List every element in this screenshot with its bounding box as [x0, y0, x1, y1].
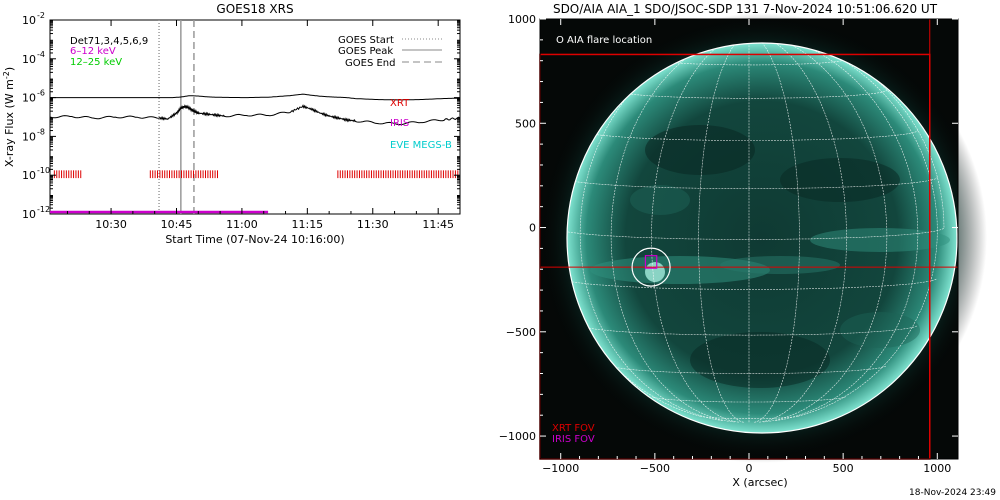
- label-iris: IRIS: [390, 118, 409, 129]
- y-tick-exponent: -6: [37, 89, 45, 98]
- x-tick-label: 11:15: [291, 218, 323, 231]
- aia-x-axis-label: X (arcsec): [732, 476, 787, 489]
- xrt-coverage-ticks: [337, 170, 459, 179]
- label-eve-megs-b: EVE MEGS-B: [390, 140, 452, 151]
- y-tick-label: 10: [22, 53, 36, 66]
- x-tick-label: 11:00: [226, 218, 258, 231]
- latitude-line: [567, 278, 938, 290]
- y-tick-label: 10: [22, 130, 36, 143]
- goes-x-axis-label: Start Time (07-Nov-24 10:16:00): [165, 233, 344, 246]
- aia-image-panel: SDO/AIA AIA_1 SDO/JSOC-SDP 131 7-Nov-202…: [499, 2, 987, 489]
- goes-chart-title: GOES18 XRS: [216, 2, 293, 16]
- longitude-line: [748, 43, 888, 423]
- aia-flare-location-legend: O AIA flare location: [556, 35, 652, 46]
- y-tick-exponent: -10: [37, 166, 50, 175]
- legend-6-12kev: 6–12 keV: [70, 46, 116, 57]
- goes-flux-short: [50, 104, 460, 126]
- longitude-line: [698, 43, 750, 423]
- y-tick-label: 10: [22, 169, 36, 182]
- aia-x-tick-label: −500: [640, 462, 670, 475]
- xrt-coverage-ticks: [53, 170, 82, 179]
- aia-y-tick-label: 0: [529, 222, 536, 235]
- xrt-coverage-ticks: [149, 170, 218, 179]
- x-tick-label: 11:45: [422, 218, 454, 231]
- goes-y-axis-label: X-ray Flux (W m-2): [2, 67, 16, 167]
- longitude-line: [748, 43, 800, 423]
- legend-goes-peak: GOES Peak: [338, 46, 393, 57]
- aia-y-tick-label: 1000: [508, 13, 536, 26]
- x-tick-label: 11:30: [357, 218, 389, 231]
- x-tick-label: 10:30: [95, 218, 127, 231]
- longitude-line: [567, 43, 750, 417]
- y-tick-exponent: -2: [37, 11, 45, 20]
- flare-location-circle: [631, 247, 671, 287]
- iris-fov-box: [644, 255, 658, 269]
- legend-detectors: Det71,3,4,5,6,9: [70, 36, 148, 47]
- legend-goes-end: GOES End: [345, 58, 395, 69]
- aia-y-tick-label: −1000: [499, 430, 536, 443]
- aia-x-tick-label: −1000: [542, 462, 579, 475]
- x-tick-label: 10:45: [161, 218, 193, 231]
- heliographic-grid: [567, 43, 945, 423]
- sun-limb: [566, 42, 958, 434]
- y-tick-label: 10: [22, 14, 36, 27]
- xrt-fov-label: XRT FOV: [552, 423, 595, 434]
- iris-fov-label: IRIS FOV: [552, 434, 595, 445]
- aia-y-tick-label: −500: [506, 326, 536, 339]
- aia-y-tick-label: 500: [515, 117, 536, 130]
- aia-chart-title: SDO/AIA AIA_1 SDO/JSOC-SDP 131 7-Nov-202…: [553, 2, 938, 16]
- longitude-line: [748, 43, 847, 423]
- goes-flux-long: [50, 93, 460, 101]
- aia-x-tick-label: 500: [833, 462, 854, 475]
- label-xrt: XRT: [390, 98, 410, 109]
- legend-goes-start: GOES Start: [338, 35, 394, 46]
- aia-x-tick-label: 1000: [923, 462, 951, 475]
- longitude-line: [610, 43, 750, 423]
- footer-date: 18-Nov-2024 23:49: [909, 488, 996, 498]
- aia-x-tick-label: 0: [746, 462, 753, 475]
- y-tick-exponent: -12: [37, 205, 50, 214]
- longitude-line: [748, 43, 938, 417]
- goes-xrs-panel: GOES18 XRS 10:30 10:45 11:00 11:15 11:30 11:4…: [2, 2, 461, 246]
- legend-12-25kev: 12–25 keV: [70, 57, 122, 68]
- goes-plot-frame: [49, 19, 461, 215]
- y-tick-exponent: -4: [37, 50, 45, 59]
- longitude-line: [651, 43, 750, 423]
- latitude-line: [652, 396, 846, 403]
- longitude-line: [748, 43, 919, 421]
- y-tick-label: 10: [22, 208, 36, 221]
- y-tick-exponent: -8: [37, 127, 45, 136]
- y-tick-label: 10: [22, 92, 36, 105]
